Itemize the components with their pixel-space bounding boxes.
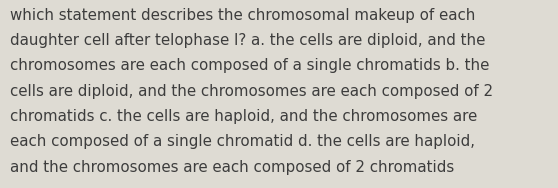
Text: and the chromosomes are each composed of 2 chromatids: and the chromosomes are each composed of… [10,160,454,175]
Text: daughter cell after telophase I? a. the cells are diploid, and the: daughter cell after telophase I? a. the … [10,33,485,48]
Text: chromosomes are each composed of a single chromatids b. the: chromosomes are each composed of a singl… [10,58,489,73]
Text: chromatids c. the cells are haploid, and the chromosomes are: chromatids c. the cells are haploid, and… [10,109,477,124]
Text: each composed of a single chromatid d. the cells are haploid,: each composed of a single chromatid d. t… [10,134,475,149]
Text: which statement describes the chromosomal makeup of each: which statement describes the chromosoma… [10,8,475,23]
Text: cells are diploid, and the chromosomes are each composed of 2: cells are diploid, and the chromosomes a… [10,84,493,99]
